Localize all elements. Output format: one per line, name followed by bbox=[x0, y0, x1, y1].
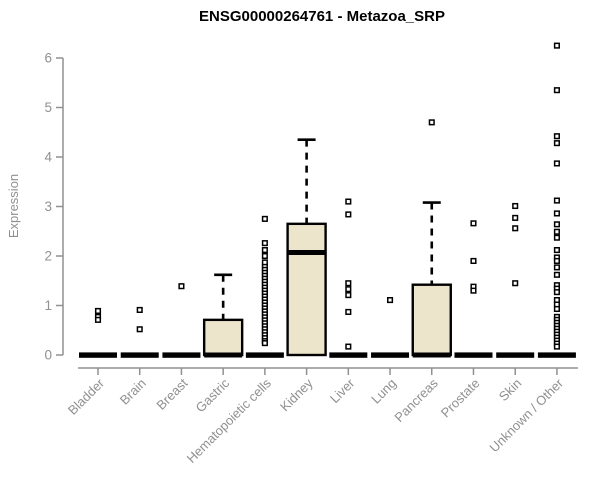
category-label-gastric: Gastric bbox=[193, 375, 233, 415]
outlier-point bbox=[345, 211, 352, 218]
y-tick-label: 1 bbox=[44, 298, 52, 313]
boxplot-lung bbox=[371, 297, 410, 358]
flat-box bbox=[120, 352, 159, 358]
category-label-skin: Skin bbox=[496, 376, 524, 404]
outlier-point bbox=[553, 210, 560, 217]
outlier-point bbox=[178, 283, 185, 290]
y-axis-label: Expression bbox=[6, 173, 21, 239]
outlier-point bbox=[345, 308, 352, 315]
outlier-point bbox=[553, 247, 560, 254]
outlier-point bbox=[470, 287, 477, 294]
outlier-point bbox=[345, 343, 352, 350]
outlier-point bbox=[428, 119, 435, 126]
boxplot-skin bbox=[496, 202, 535, 358]
y-tick-label: 6 bbox=[44, 51, 52, 66]
outlier-point bbox=[345, 280, 352, 287]
category-label-brain: Brain bbox=[117, 376, 149, 408]
flat-box bbox=[496, 352, 535, 358]
outlier-point bbox=[553, 160, 560, 167]
outlier-point bbox=[553, 271, 560, 278]
outlier-point bbox=[136, 326, 143, 333]
outlier-point bbox=[261, 252, 268, 260]
boxplot-liver bbox=[329, 198, 368, 358]
outlier-point bbox=[470, 257, 477, 264]
y-axis: 0 1 2 3 4 5 6 bbox=[44, 51, 64, 363]
boxplot-kidney bbox=[286, 138, 327, 357]
outlier-point bbox=[553, 42, 560, 49]
outlier-point bbox=[553, 257, 560, 264]
boxplot-bladder bbox=[79, 307, 117, 358]
outlier-point bbox=[94, 316, 102, 323]
boxplot-unknown-other bbox=[537, 42, 576, 358]
y-tick-label: 0 bbox=[44, 348, 52, 363]
y-tick-label: 5 bbox=[44, 100, 52, 115]
boxplot-hematopoietic-cells bbox=[245, 215, 284, 358]
flat-box bbox=[79, 352, 117, 358]
outlier-point bbox=[512, 280, 519, 287]
category-label-kidney: Kidney bbox=[277, 375, 316, 414]
outlier-point bbox=[345, 198, 352, 205]
outlier-point bbox=[553, 234, 560, 241]
flat-box bbox=[537, 352, 576, 358]
category-label-prostate: Prostate bbox=[438, 376, 483, 421]
category-label-bladder: Bladder bbox=[65, 375, 108, 418]
category-label-lung: Lung bbox=[368, 376, 399, 407]
outlier-point bbox=[553, 133, 560, 140]
outlier-point bbox=[386, 297, 394, 304]
box bbox=[202, 318, 244, 357]
y-tick-label: 4 bbox=[44, 150, 52, 165]
boxplot-pancreas bbox=[411, 119, 452, 358]
outlier-point bbox=[553, 87, 560, 94]
outlier-point bbox=[136, 306, 143, 314]
outlier-point bbox=[512, 202, 519, 210]
outlier-point bbox=[345, 286, 352, 293]
outlier-point bbox=[553, 228, 560, 235]
y-tick-label: 3 bbox=[44, 199, 52, 214]
outlier-point bbox=[261, 247, 268, 254]
flat-box bbox=[329, 352, 368, 358]
flat-box bbox=[245, 352, 284, 358]
boxplot-prostate bbox=[454, 220, 493, 358]
category-label-pancreas: Pancreas bbox=[391, 375, 441, 425]
outlier-point bbox=[512, 214, 519, 221]
outlier-point bbox=[470, 220, 477, 227]
chart-title: ENSG00000264761 - Metazoa_SRP bbox=[199, 8, 445, 25]
boxplot-gastric bbox=[202, 273, 244, 358]
outlier-point bbox=[553, 140, 560, 147]
outlier-point bbox=[553, 305, 560, 313]
box bbox=[286, 222, 327, 357]
flat-box bbox=[454, 352, 493, 358]
outlier-point bbox=[261, 340, 268, 347]
boxplot-brain bbox=[120, 306, 159, 358]
outlier-point bbox=[261, 215, 268, 222]
outlier-point bbox=[345, 292, 352, 299]
category-label-unknown-other: Unknown / Other bbox=[486, 375, 566, 455]
y-tick-label: 2 bbox=[44, 249, 52, 264]
outlier-point bbox=[553, 197, 560, 204]
category-label-liver: Liver bbox=[327, 375, 358, 406]
outlier-point bbox=[553, 221, 560, 228]
outlier-point bbox=[94, 307, 102, 314]
box bbox=[411, 283, 452, 357]
category-label-breast: Breast bbox=[153, 375, 190, 412]
outlier-point bbox=[553, 264, 560, 271]
outlier-point bbox=[261, 240, 268, 247]
outlier-point bbox=[512, 225, 519, 232]
outlier-point bbox=[553, 343, 560, 350]
flat-box bbox=[162, 352, 201, 358]
flat-box bbox=[371, 352, 410, 358]
boxplot-breast bbox=[162, 283, 201, 358]
outlier-point bbox=[553, 289, 560, 296]
